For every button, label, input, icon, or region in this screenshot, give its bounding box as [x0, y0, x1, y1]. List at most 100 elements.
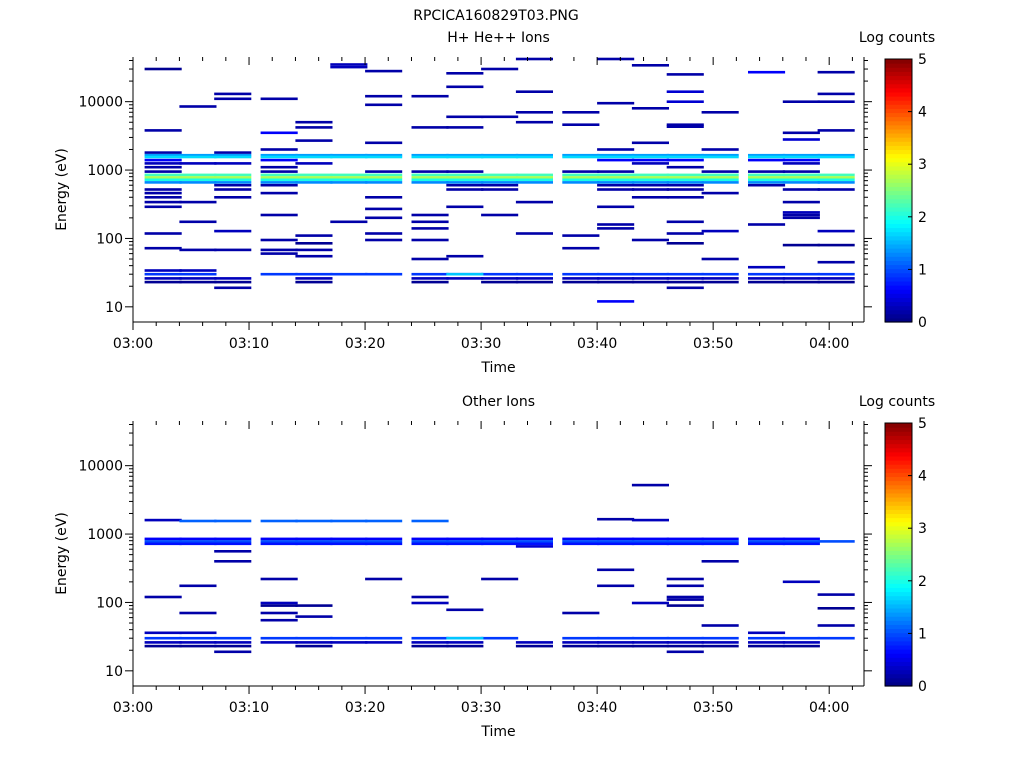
heatmap-cell — [295, 254, 333, 258]
heatmap-cell — [179, 181, 217, 184]
heatmap-cell — [260, 178, 298, 182]
heatmap-cell — [330, 641, 368, 644]
colorbar-segment — [885, 149, 912, 155]
heatmap-cell — [631, 181, 669, 184]
heatmap-cell — [817, 243, 855, 247]
heatmap-cell — [260, 252, 298, 255]
heatmap-cell — [782, 272, 820, 276]
x-tick-label: 03:30 — [461, 336, 501, 352]
heatmap-cell — [562, 153, 600, 157]
heatmap-cell — [515, 641, 553, 644]
colorbar-segment — [885, 215, 912, 220]
heatmap-cell — [597, 277, 635, 280]
heatmap-cell — [365, 153, 403, 157]
colorbar-segment — [885, 116, 912, 122]
heatmap-cell — [701, 181, 739, 184]
heatmap-cell — [782, 216, 820, 220]
heatmap-cell — [365, 577, 403, 581]
heatmap-cell — [748, 153, 786, 157]
heatmap-cell — [515, 280, 553, 284]
heatmap-cell — [631, 540, 669, 543]
heatmap-cell — [260, 181, 298, 184]
heatmap-cell — [817, 280, 855, 284]
heatmap-cell — [631, 238, 669, 242]
heatmap-cell — [365, 176, 403, 179]
heatmap-cell — [214, 560, 252, 563]
x-tick-label: 03:40 — [577, 336, 617, 352]
heatmap-cell — [817, 155, 855, 159]
heatmap-cell — [365, 69, 403, 73]
heatmap-cell — [782, 542, 820, 546]
heatmap-cell — [782, 178, 820, 182]
heatmap-cell — [515, 57, 553, 61]
heatmap-cell — [214, 550, 252, 553]
heatmap-cell — [179, 220, 217, 224]
colorbar-segment — [885, 521, 912, 527]
heatmap-cell — [179, 105, 217, 108]
heatmap-cell — [666, 598, 704, 601]
heatmap-cell — [411, 170, 449, 173]
y-tick-label: 10000 — [78, 459, 123, 475]
colorbar-tick-label: 3 — [918, 157, 927, 173]
colorbar-tick-label: 0 — [918, 315, 927, 331]
heatmap-cell — [701, 560, 739, 563]
heatmap-cell — [260, 272, 298, 276]
heatmap-cell — [562, 173, 600, 177]
colorbar-segment — [885, 591, 912, 597]
colorbar-segment — [885, 488, 912, 494]
heatmap-cell — [748, 631, 786, 635]
heatmap-cell — [481, 542, 519, 546]
heatmap-cell — [481, 577, 519, 581]
heatmap-cell — [144, 205, 182, 209]
heatmap-cell — [666, 123, 704, 126]
x-axis-label: Time — [480, 724, 515, 740]
heatmap-cell — [260, 519, 298, 523]
heatmap-cell — [144, 158, 182, 162]
colorbar-segment — [885, 435, 912, 441]
heatmap-cell — [446, 153, 484, 157]
heatmap-cell — [562, 234, 600, 237]
colorbar-segment — [885, 186, 912, 192]
heatmap-cell — [330, 220, 368, 224]
heatmap-cell — [666, 196, 704, 199]
colorbar-segment — [885, 301, 912, 307]
heatmap-cell — [597, 205, 635, 209]
heatmap-cell — [817, 540, 855, 543]
y-ticks: 10 100 1000 10000 — [78, 423, 872, 680]
heatmap-cell — [411, 227, 449, 230]
heatmap-cell — [597, 568, 635, 572]
heatmap-cell — [515, 153, 553, 157]
colorbar-segment — [885, 451, 912, 457]
heatmap-cell — [597, 300, 635, 303]
colorbar-tick-label: 1 — [918, 626, 927, 642]
colorbar-tick-label: 2 — [918, 210, 927, 226]
heatmap-cell — [214, 641, 252, 644]
colorbar-segment — [885, 313, 912, 319]
heatmap-cell — [701, 111, 739, 114]
heatmap-cell — [481, 173, 519, 177]
colorbar-segment — [885, 194, 912, 200]
colorbar-segment — [885, 603, 912, 609]
heatmap-cell — [295, 519, 333, 523]
colorbar-segment — [885, 628, 912, 634]
heatmap-cell — [782, 100, 820, 103]
heatmap-cell — [817, 277, 855, 280]
heatmap-cell — [144, 269, 182, 272]
colorbar-segment — [885, 595, 912, 601]
heatmap-cell — [597, 101, 635, 105]
heatmap-cell — [782, 153, 820, 157]
heatmap-cell — [411, 272, 449, 276]
heatmap-cell — [365, 103, 403, 107]
heatmap-cell — [144, 518, 182, 522]
heatmap-cell — [481, 540, 519, 543]
heatmap-cell — [631, 64, 669, 67]
heatmap-cell — [214, 188, 252, 191]
heatmap-cell — [701, 540, 739, 543]
heatmap-cell — [214, 229, 252, 233]
colorbar-segment — [885, 108, 912, 114]
heatmap-cell — [782, 138, 820, 141]
y-axis-label: Energy (eV) — [54, 148, 70, 231]
heatmap-cell — [597, 223, 635, 226]
axes — [132, 57, 865, 323]
heatmap-cell — [666, 173, 704, 177]
